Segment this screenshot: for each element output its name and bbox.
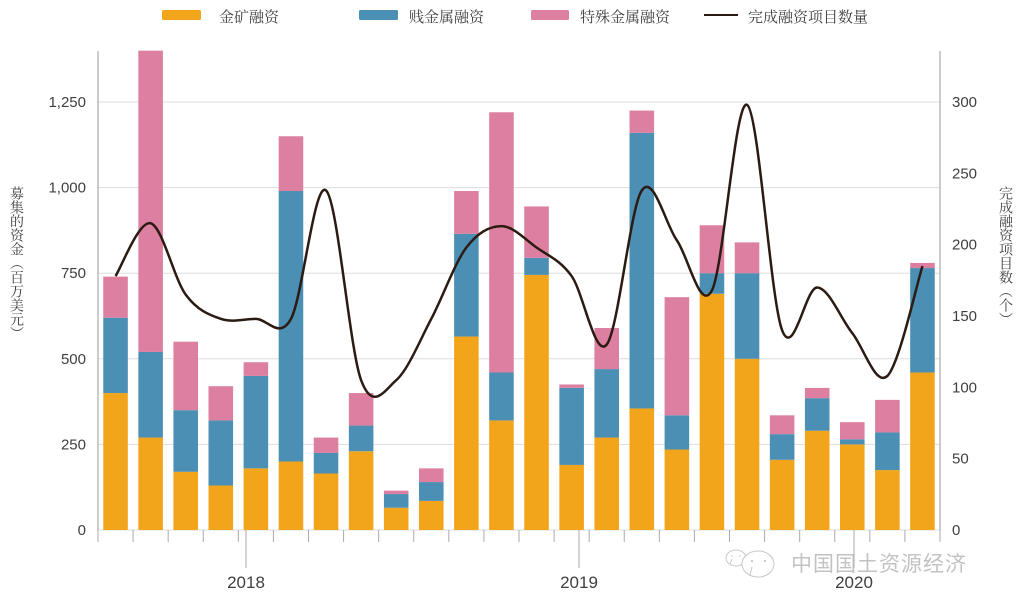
svg-text:750: 750 [61,265,86,282]
svg-text:150: 150 [952,308,977,325]
svg-text:250: 250 [952,165,977,182]
svg-text:0: 0 [78,522,86,539]
svg-text:2019: 2019 [560,573,598,592]
svg-text:50: 50 [952,451,969,468]
svg-text:200: 200 [952,237,977,254]
svg-text:0: 0 [952,522,960,539]
svg-text:1,000: 1,000 [48,180,86,197]
svg-text:300: 300 [952,94,977,111]
svg-text:2018: 2018 [227,573,265,592]
svg-text:250: 250 [61,436,86,453]
svg-text:1,250: 1,250 [48,94,86,111]
svg-text:100: 100 [952,379,977,396]
svg-text:500: 500 [61,351,86,368]
